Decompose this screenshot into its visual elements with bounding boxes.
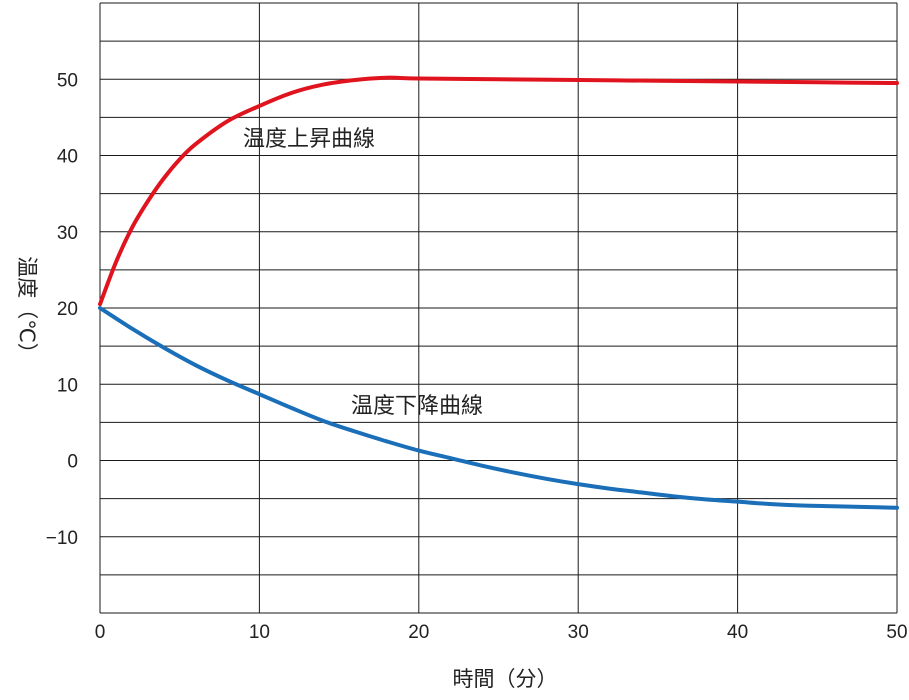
y-tick-label: 10	[57, 375, 78, 396]
y-tick-label: 0	[67, 452, 78, 473]
series-line-falling	[100, 308, 897, 508]
x-tick-label: 40	[727, 622, 748, 643]
grid	[100, 3, 897, 613]
series-label-rising: 温度上昇曲線	[243, 127, 375, 152]
series-label-falling: 温度下降曲線	[351, 394, 483, 419]
y-tick-label: 20	[57, 299, 78, 320]
y-axis-title: 温度（℃）	[15, 256, 39, 364]
x-tick-label: 50	[886, 622, 907, 643]
y-tick-label: 30	[57, 223, 78, 244]
x-tick-label: 10	[249, 622, 270, 643]
x-tick-label: 20	[408, 622, 429, 643]
y-tick-labels: −10 0 10 20 30 40 50	[46, 70, 78, 549]
y-tick-label: 50	[57, 70, 78, 91]
x-axis-title: 時間（分）	[453, 667, 558, 691]
x-tick-label: 0	[95, 622, 106, 643]
x-tick-labels: 0 10 20 30 40 50	[95, 622, 908, 643]
series-lines	[100, 78, 897, 508]
y-tick-label: 40	[57, 147, 78, 168]
y-tick-label: −10	[46, 528, 78, 549]
x-tick-label: 30	[568, 622, 589, 643]
